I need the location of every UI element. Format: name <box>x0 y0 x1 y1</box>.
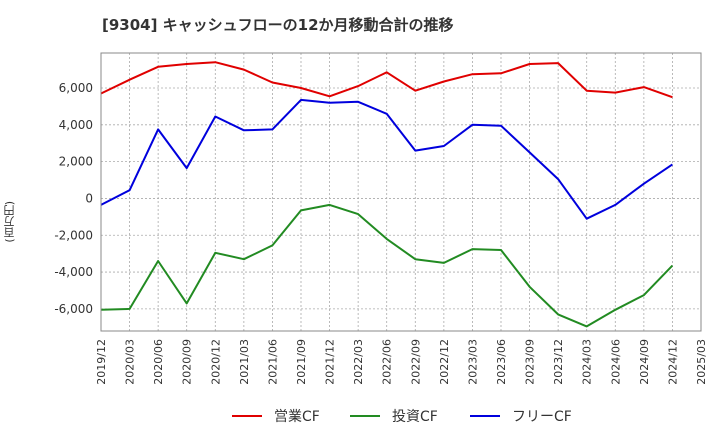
x-tick-label: 2022/03 <box>352 339 365 385</box>
y-tick-label: -4,000 <box>54 265 93 279</box>
investing-cf-line <box>100 203 674 328</box>
x-tick-label: 2024/03 <box>581 339 594 385</box>
x-tick-label: 2024/09 <box>638 339 651 385</box>
y-tick-label: 0 <box>85 191 93 205</box>
x-tick-label: 2020/03 <box>124 339 137 385</box>
x-tick-label: 2021/03 <box>238 339 251 385</box>
x-tick-label: 2023/03 <box>466 339 479 385</box>
x-tick-label: 2022/06 <box>381 339 394 385</box>
x-tick-label: 2022/09 <box>409 339 422 385</box>
legend-swatch-investing-cf <box>350 415 380 417</box>
free-cf-line <box>100 98 673 220</box>
y-tick-label: 6,000 <box>59 81 93 95</box>
y-tick-label: 2,000 <box>59 155 93 169</box>
x-tick-label: 2021/12 <box>324 339 337 385</box>
chart-title: [9304] キャッシュフローの12か月移動合計の推移 <box>102 16 454 34</box>
x-tick-label: 2024/06 <box>609 339 622 385</box>
x-tick-label: 2025/03 <box>695 339 708 385</box>
x-tick-label: 2022/12 <box>438 339 451 385</box>
legend-item-free-cf: フリーCF <box>470 404 572 428</box>
x-tick-label: 2019/12 <box>95 339 108 385</box>
legend-swatch-operating-cf <box>232 415 262 417</box>
legend-label-investing-cf: 投資CF <box>392 409 438 425</box>
x-tick-label: 2023/09 <box>524 339 537 385</box>
legend-label-free-cf: フリーCF <box>512 409 572 425</box>
y-tick-label: -6,000 <box>54 302 93 316</box>
x-tick-label: 2021/06 <box>266 339 279 385</box>
plot-frame <box>100 52 702 332</box>
chart-legend: 営業CF 投資CF フリーCF <box>0 404 720 428</box>
x-tick-label: 2023/12 <box>552 339 565 385</box>
legend-label-operating-cf: 営業CF <box>274 409 320 425</box>
x-tick-label: 2020/06 <box>152 339 165 385</box>
plot-area <box>101 53 701 331</box>
x-tick-label: 2021/09 <box>295 339 308 385</box>
x-tick-label: 2020/09 <box>181 339 194 385</box>
y-tick-label: 4,000 <box>59 118 93 132</box>
legend-swatch-free-cf <box>470 415 500 417</box>
x-tick-label: 2024/12 <box>666 339 679 385</box>
x-tick-label: 2023/06 <box>495 339 508 385</box>
x-tick-label: 2020/12 <box>209 339 222 385</box>
legend-item-investing-cf: 投資CF <box>350 404 438 428</box>
operating-cf-line <box>100 61 673 99</box>
line-chart: -6,000 -4,000 -2,000 0 2,000 4,000 6,000 2019/1… <box>54 52 708 385</box>
legend-item-operating-cf: 営業CF <box>232 404 320 428</box>
y-tick-label: -2,000 <box>54 228 93 242</box>
